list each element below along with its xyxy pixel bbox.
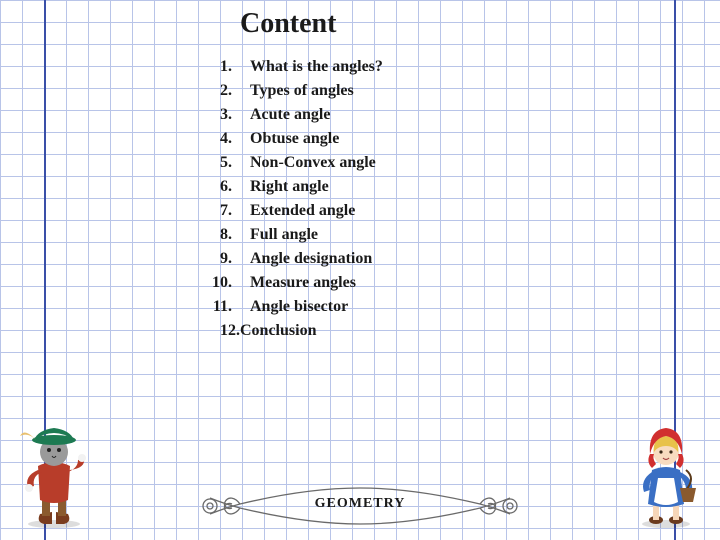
list-item: 6 Right angle	[200, 175, 383, 199]
list-text: Full angle	[240, 223, 318, 247]
list-text: What is the angles?	[240, 55, 383, 79]
list-number: 5	[200, 151, 240, 175]
list-text: Types of angles	[240, 79, 354, 103]
list-number: 11	[200, 295, 240, 319]
list-text: Measure angles	[240, 271, 356, 295]
list-text: Angle designation	[240, 247, 372, 271]
list-number: 8	[200, 223, 240, 247]
list-number: 1	[200, 55, 240, 79]
content-list: 1 What is the angles? 2 Types of angles …	[200, 55, 383, 343]
list-number: 9	[200, 247, 240, 271]
list-item: 2 Types of angles	[200, 79, 383, 103]
red-riding-hood-icon	[622, 418, 710, 528]
list-item: 8 Full angle	[200, 223, 383, 247]
puss-in-boots-icon	[10, 418, 98, 528]
list-number: 12	[200, 319, 240, 343]
list-text: Extended angle	[240, 199, 355, 223]
list-item: 5 Non-Convex angle	[200, 151, 383, 175]
page-title: Content	[240, 8, 336, 40]
list-text: Obtuse angle	[240, 127, 339, 151]
list-number: 6	[200, 175, 240, 199]
list-item: 3 Acute angle	[200, 103, 383, 127]
list-item: 9 Angle designation	[200, 247, 383, 271]
list-item: 1 What is the angles?	[200, 55, 383, 79]
list-text: Conclusion	[240, 319, 316, 343]
list-item: 7 Extended angle	[200, 199, 383, 223]
list-text: Right angle	[240, 175, 329, 199]
list-item: 4 Obtuse angle	[200, 127, 383, 151]
list-text: Non-Convex angle	[240, 151, 376, 175]
list-item: 11 Angle bisector	[200, 295, 383, 319]
list-text: Angle bisector	[240, 295, 348, 319]
decorative-flourish-icon	[180, 482, 540, 530]
list-item: 12 Conclusion	[200, 319, 383, 343]
list-number: 3	[200, 103, 240, 127]
list-number: 2	[200, 79, 240, 103]
list-text: Acute angle	[240, 103, 330, 127]
list-number: 4	[200, 127, 240, 151]
list-number: 7	[200, 199, 240, 223]
list-number: 10	[200, 271, 240, 295]
list-item: 10 Measure angles	[200, 271, 383, 295]
